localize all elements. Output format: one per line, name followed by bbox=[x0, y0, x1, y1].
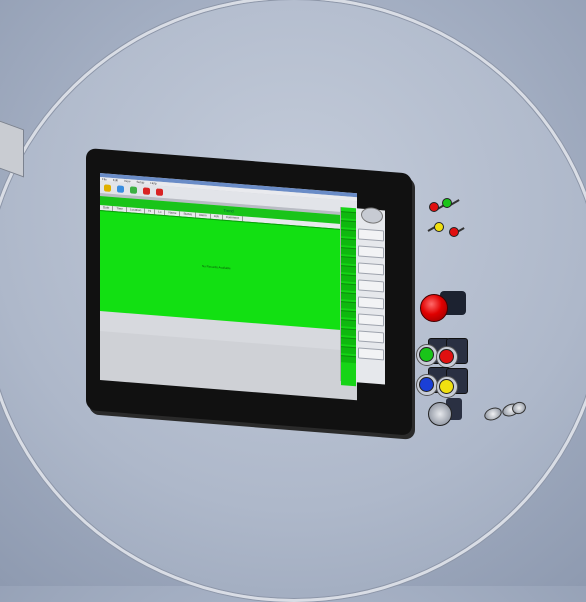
menu-item-view[interactable]: View bbox=[124, 178, 131, 184]
blue-pushbutton[interactable] bbox=[419, 377, 434, 392]
menu-item-setup[interactable]: Setup bbox=[136, 179, 145, 185]
side-nav-slot[interactable] bbox=[341, 346, 356, 355]
toolbar-button-5[interactable] bbox=[156, 187, 163, 196]
pilot-light-yellow bbox=[434, 222, 444, 232]
menu-item-file[interactable]: File bbox=[102, 177, 107, 182]
side-nav-slot[interactable] bbox=[341, 355, 356, 364]
side-nav-slot[interactable] bbox=[341, 220, 356, 229]
yellow-pushbutton[interactable] bbox=[439, 379, 454, 394]
hmi-screen[interactable]: File Edit View Setup Help Trend ✕ Date T… bbox=[100, 173, 357, 401]
screen-title: Trend bbox=[223, 207, 234, 214]
side-nav-slot[interactable] bbox=[341, 328, 356, 337]
toolbar-button-2[interactable] bbox=[117, 184, 124, 193]
toolbar-button-4[interactable] bbox=[143, 186, 150, 195]
side-nav-slot[interactable] bbox=[341, 211, 356, 220]
side-nav-slot[interactable] bbox=[341, 301, 356, 310]
toolbar-button-3[interactable] bbox=[130, 185, 137, 194]
emergency-stop-button[interactable] bbox=[420, 294, 448, 322]
menu-item-edit[interactable]: Edit bbox=[112, 178, 119, 183]
toolbar-button-1[interactable] bbox=[104, 183, 111, 192]
side-nav-slot[interactable] bbox=[341, 238, 356, 247]
side-nav-slot[interactable] bbox=[341, 310, 356, 319]
red-pushbutton[interactable] bbox=[439, 349, 454, 364]
side-nav-slot[interactable] bbox=[341, 292, 356, 301]
side-button[interactable] bbox=[358, 347, 384, 361]
menu-item-help[interactable]: Help bbox=[150, 180, 157, 186]
side-nav-slot[interactable] bbox=[341, 247, 356, 256]
side-nav-slot[interactable] bbox=[341, 337, 356, 346]
side-button-stack bbox=[358, 228, 384, 361]
side-navigation-panel bbox=[340, 206, 385, 387]
pilot-light-red bbox=[429, 202, 439, 212]
selector-switch[interactable] bbox=[428, 402, 452, 426]
side-button[interactable] bbox=[358, 296, 384, 310]
side-nav-slot[interactable] bbox=[341, 229, 356, 238]
side-button[interactable] bbox=[358, 330, 384, 344]
side-green-column bbox=[341, 207, 356, 387]
side-button[interactable] bbox=[358, 313, 384, 327]
side-nav-slot[interactable] bbox=[341, 319, 356, 328]
side-button[interactable] bbox=[358, 245, 384, 259]
view-cube[interactable] bbox=[0, 118, 24, 178]
pilot-light-red bbox=[449, 227, 459, 237]
side-button[interactable] bbox=[358, 228, 384, 242]
side-nav-slot[interactable] bbox=[341, 283, 356, 292]
data-grid-body[interactable]: No Records Available bbox=[100, 210, 357, 332]
side-nav-slot[interactable] bbox=[341, 265, 356, 274]
pilot-light-green bbox=[442, 198, 452, 208]
side-button[interactable] bbox=[358, 262, 384, 276]
empty-message: No Records Available bbox=[202, 264, 231, 271]
green-pushbutton[interactable] bbox=[419, 347, 434, 362]
side-nav-slot[interactable] bbox=[341, 256, 356, 265]
side-nav-slot[interactable] bbox=[341, 274, 356, 283]
logo-icon bbox=[361, 206, 383, 225]
side-button[interactable] bbox=[358, 279, 384, 293]
